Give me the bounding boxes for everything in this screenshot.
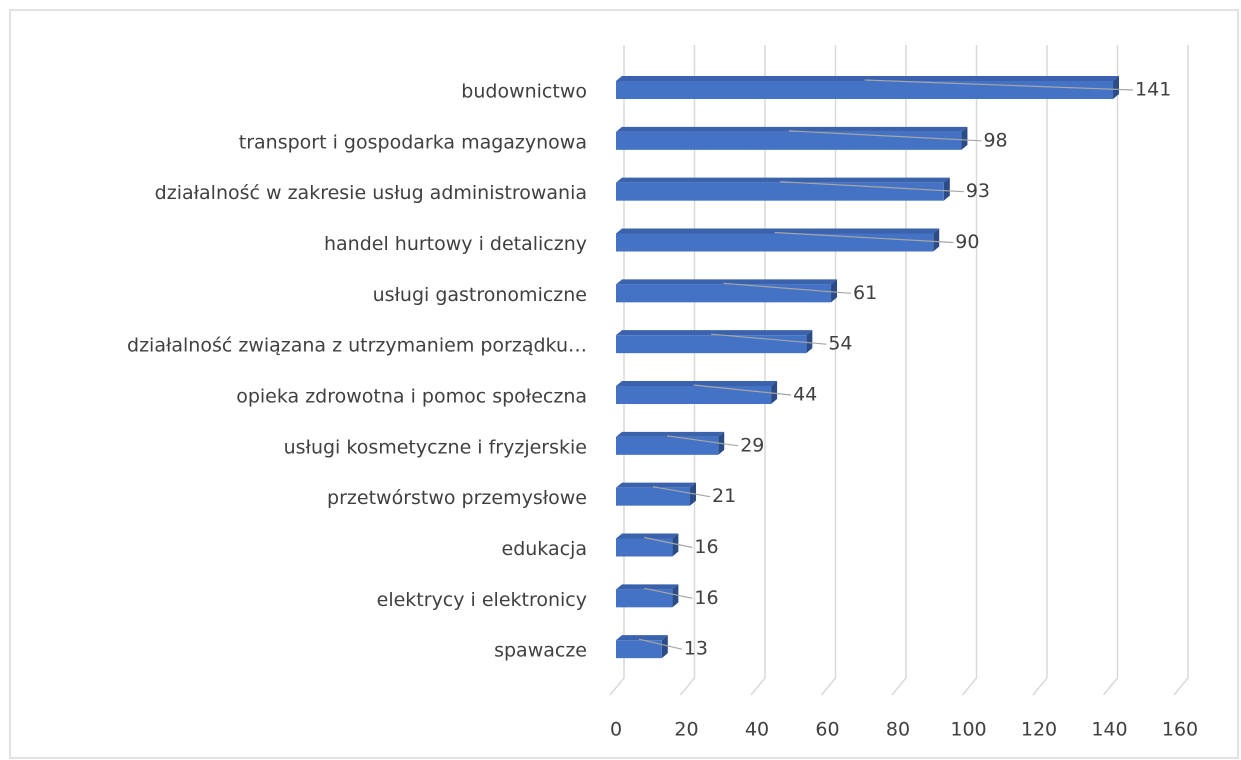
- bar-side: [661, 635, 668, 659]
- bar-top: [616, 126, 968, 132]
- x-tick-label: 20: [674, 719, 698, 741]
- bar: [616, 589, 673, 608]
- bar: [616, 538, 673, 557]
- y-tick-label: działalność związana z utrzymaniem porzą…: [127, 335, 587, 357]
- y-tick-label: transport i gospodarka magazynowa: [239, 131, 587, 153]
- bar: [616, 487, 691, 506]
- bar-top: [616, 482, 697, 488]
- leader-line: [644, 536, 693, 549]
- bar: [616, 386, 772, 404]
- x-tick-label: 60: [815, 719, 839, 741]
- x-tick-label: 160: [1162, 719, 1198, 741]
- data-label: 141: [1135, 79, 1171, 101]
- bar-top: [616, 431, 725, 437]
- bar-side: [961, 126, 968, 150]
- grid-line: [891, 45, 907, 696]
- grid-line: [679, 45, 696, 696]
- bar: [616, 335, 807, 354]
- grid-line: [750, 45, 766, 696]
- bar-top: [616, 279, 838, 285]
- x-tick-label: 80: [886, 719, 910, 741]
- data-label: 16: [694, 587, 718, 609]
- data-label: 16: [694, 536, 718, 558]
- data-label: 29: [740, 434, 764, 456]
- y-tick-label: przetwórstwo przemysłowe: [327, 487, 587, 509]
- leader-line: [693, 384, 792, 396]
- data-label: 21: [712, 485, 736, 507]
- leader-line: [644, 587, 693, 599]
- bar: [616, 436, 719, 455]
- bar: [616, 131, 962, 150]
- grid-line: [961, 45, 978, 696]
- x-tick-label: 140: [1091, 719, 1127, 741]
- data-label: 61: [853, 282, 877, 304]
- data-label: 98: [983, 129, 1007, 151]
- leader-line: [864, 79, 1134, 91]
- leader-line: [779, 181, 964, 193]
- grid-line: [1173, 45, 1189, 696]
- bar-side: [806, 330, 813, 354]
- leader-line: [788, 130, 982, 142]
- bar-side: [672, 533, 679, 557]
- bar: [616, 233, 934, 252]
- y-tick-label: opieka zdrowotna i pomoc społeczna: [236, 386, 587, 408]
- bar-top: [616, 228, 940, 234]
- data-label: 44: [793, 384, 817, 406]
- bar-top: [616, 330, 813, 336]
- leader-line: [667, 435, 739, 447]
- x-tick-label: 0: [610, 719, 622, 741]
- bar-side: [1113, 76, 1120, 99]
- bar-side: [831, 279, 838, 303]
- bar: [616, 640, 662, 659]
- bar-side: [943, 177, 950, 201]
- leader-line: [652, 486, 711, 498]
- y-tick-label: działalność w zakresie usług administrow…: [155, 182, 587, 204]
- data-label: 54: [828, 333, 852, 355]
- bar: [616, 284, 832, 303]
- y-tick-label: usługi gastronomiczne: [373, 284, 587, 306]
- y-tick-label: usługi kosmetyczne i fryzjerskie: [284, 436, 587, 458]
- x-tick-label: 100: [950, 719, 986, 741]
- bar: [616, 81, 1114, 99]
- leader-line: [638, 638, 682, 650]
- x-tick-label: 120: [1021, 719, 1057, 741]
- bar-side: [771, 381, 778, 404]
- bar-top: [616, 584, 679, 590]
- x-tick-label: 40: [745, 719, 769, 741]
- y-tick-label: edukacja: [502, 538, 587, 560]
- grid-line: [609, 45, 625, 696]
- leader-line: [711, 333, 827, 345]
- bar-side: [933, 228, 940, 252]
- bar: [616, 182, 944, 201]
- data-label: 90: [955, 231, 979, 253]
- grid-line: [820, 45, 837, 696]
- data-label: 13: [684, 638, 708, 660]
- bar-side: [672, 584, 679, 608]
- data-label: 93: [966, 180, 990, 202]
- y-tick-label: budownictwo: [461, 81, 587, 103]
- bar-top: [616, 635, 668, 641]
- grid-line: [1102, 45, 1119, 696]
- bar-top: [616, 177, 950, 183]
- leader-line: [774, 231, 954, 244]
- y-tick-label: elektrycy i elektronicy: [377, 589, 587, 611]
- bar-top: [616, 76, 1120, 81]
- y-tick-label: spawacze: [494, 640, 587, 662]
- leader-line: [723, 282, 852, 294]
- bar-top: [616, 381, 778, 386]
- bar-top: [616, 533, 679, 539]
- grid-line: [1032, 45, 1048, 696]
- y-tick-label: handel hurtowy i detaliczny: [324, 233, 587, 255]
